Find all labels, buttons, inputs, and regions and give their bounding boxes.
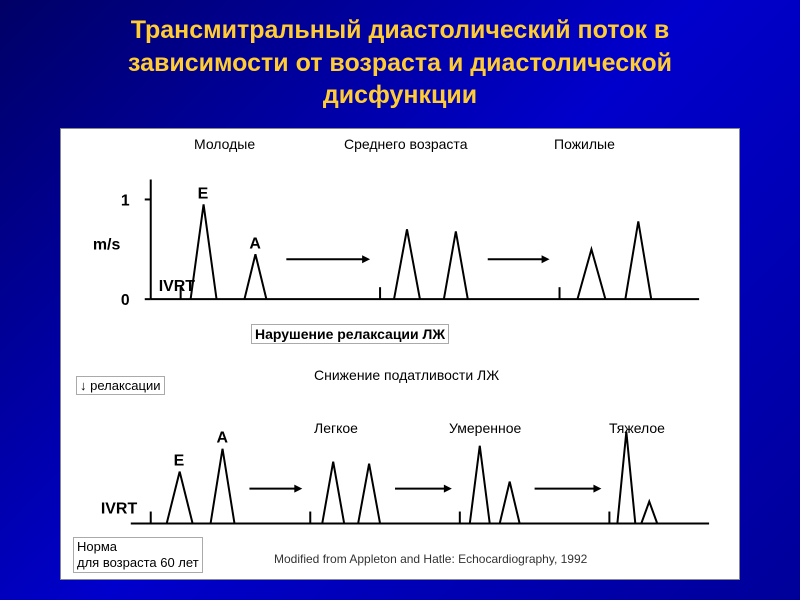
figure-panel: Молодые Среднего возраста Пожилые Наруше… (60, 128, 740, 580)
waveform-diagram: 1 0 m/s IVRT E A IVRT E A (61, 129, 739, 579)
title-line-3: дисфункции (323, 81, 477, 109)
svg-text:IVRT: IVRT (159, 278, 196, 295)
svg-text:IVRT: IVRT (101, 500, 138, 517)
svg-text:E: E (174, 452, 185, 469)
slide-title: Трансмитральный диастолический поток в з… (0, 0, 800, 120)
title-line-2: зависимости от возраста и диастолической (128, 49, 672, 77)
svg-text:m/s: m/s (93, 236, 121, 253)
svg-text:A: A (249, 235, 261, 252)
svg-text:A: A (217, 429, 229, 446)
svg-text:1: 1 (121, 192, 130, 209)
svg-text:0: 0 (121, 292, 130, 309)
svg-text:E: E (198, 185, 209, 202)
title-line-1: Трансмитральный диастолический поток в (131, 16, 670, 44)
